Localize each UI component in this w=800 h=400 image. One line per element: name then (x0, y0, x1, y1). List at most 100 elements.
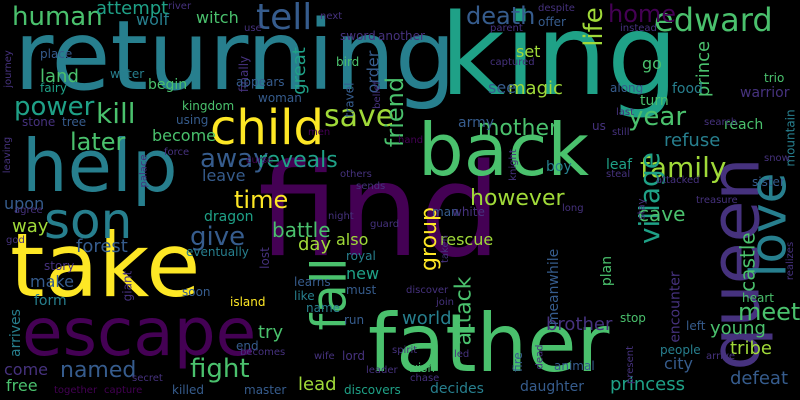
cloud-word: reach (724, 117, 764, 133)
cloud-word: son (44, 192, 133, 250)
cloud-word: killed (172, 383, 204, 397)
cloud-word: attack (451, 276, 477, 346)
cloud-word: help (22, 124, 178, 208)
cloud-word: princess (610, 374, 685, 395)
cloud-word: later (70, 128, 126, 156)
cloud-word: father (368, 297, 610, 390)
cloud-word: turn (640, 93, 669, 109)
cloud-word: capture (104, 385, 143, 396)
cloud-word: others (340, 169, 372, 180)
cloud-word: knight (507, 149, 519, 181)
cloud-word: day (298, 234, 332, 255)
cloud-word: river (168, 1, 192, 12)
cloud-word: attacked (656, 175, 700, 186)
cloud-word: lead (298, 374, 337, 395)
cloud-word: heart (742, 291, 774, 305)
cloud-word: sends (356, 181, 386, 192)
cloud-word: city (664, 354, 693, 373)
cloud-word: appears (236, 75, 285, 89)
cloud-word: leader (366, 365, 398, 376)
cloud-word: brother (546, 314, 613, 335)
cloud-word: away (200, 144, 269, 174)
cloud-word: fairy (40, 81, 67, 95)
cloud-word: escape (22, 294, 257, 371)
cloud-word: soon (182, 285, 211, 299)
cloud-word: time (234, 186, 289, 214)
cloud-word: home (608, 0, 677, 28)
cloud-word: castle (735, 232, 760, 292)
cloud-word: arrive (706, 351, 736, 362)
cloud-word: tell (256, 0, 313, 38)
cloud-word: along (610, 81, 644, 95)
cloud-word: go (642, 54, 662, 73)
cloud-word: night (328, 211, 354, 222)
cloud-word: edward (654, 1, 773, 39)
cloud-word: together (54, 385, 98, 396)
cloud-word: steal (606, 169, 631, 180)
cloud-word: present (625, 345, 637, 385)
cloud-word: taken (439, 235, 451, 263)
cloud-word: lord (342, 349, 366, 363)
cloud-word: cave (638, 202, 686, 226)
cloud-word: dragon (204, 209, 254, 225)
cloud-word: refuse (664, 130, 721, 151)
cloud-word: fire (510, 352, 525, 372)
cloud-word: fight (190, 354, 250, 384)
cloud-word: reveals (258, 148, 338, 173)
cloud-word: named (60, 358, 137, 383)
cloud-word: attempt (96, 0, 169, 19)
cloud-word: wolf (136, 10, 169, 29)
cloud-word: however (470, 186, 565, 211)
cloud-word: warrior (740, 85, 790, 101)
cloud-word: returning (14, 0, 456, 112)
cloud-word: set (516, 42, 541, 61)
cloud-word: child (210, 100, 324, 156)
cloud-word: leaving (2, 136, 14, 174)
cloud-word: try (258, 322, 284, 343)
cloud-word: mother (478, 116, 559, 141)
cloud-word: leaf (606, 157, 633, 173)
cloud-word: witch (196, 8, 239, 27)
cloud-word: meet (738, 298, 800, 326)
cloud-word: year (628, 102, 687, 132)
cloud-word: discovers (344, 383, 401, 397)
cloud-word: kill (96, 97, 136, 130)
cloud-word: despite (538, 3, 575, 14)
cloud-word: food (672, 81, 703, 97)
cloud-word: stone (22, 115, 56, 129)
cloud-word: force (164, 147, 190, 158)
cloud-word: wish (408, 361, 436, 375)
cloud-word: also (336, 230, 369, 249)
cloud-word: land (40, 66, 79, 87)
cloud-word: last (616, 107, 635, 118)
cloud-word: encounter (667, 271, 684, 343)
cloud-word: run (344, 313, 365, 327)
cloud-word: place (40, 47, 73, 61)
cloud-word: search (704, 117, 738, 128)
cloud-word: dead (534, 344, 546, 370)
cloud-word: come (4, 360, 49, 379)
cloud-word: master (244, 383, 287, 397)
cloud-word: save (324, 99, 395, 134)
cloud-word: people (660, 343, 701, 357)
cloud-word: becomes (240, 347, 286, 358)
cloud-word: island (230, 295, 266, 309)
cloud-word: daughter (520, 379, 584, 395)
cloud-word: still (612, 127, 630, 138)
cloud-word: tree (62, 115, 87, 129)
cloud-word: using (176, 113, 209, 127)
cloud-word: kingdom (182, 99, 235, 113)
cloud-word: give (190, 222, 246, 252)
cloud-word: form (34, 293, 67, 309)
cloud-word: agree (14, 205, 43, 216)
cloud-word: sister (752, 175, 785, 189)
cloud-word: left (686, 319, 706, 333)
cloud-word: magic (508, 78, 563, 99)
cloud-word: forest (76, 236, 128, 257)
cloud-word: name (306, 301, 341, 315)
cloud-word: leave (202, 166, 246, 185)
cloud-word: white (452, 205, 485, 219)
cloud-word: journey (2, 50, 14, 88)
cloud-word: human (12, 2, 103, 32)
cloud-word: arrives (7, 309, 24, 357)
